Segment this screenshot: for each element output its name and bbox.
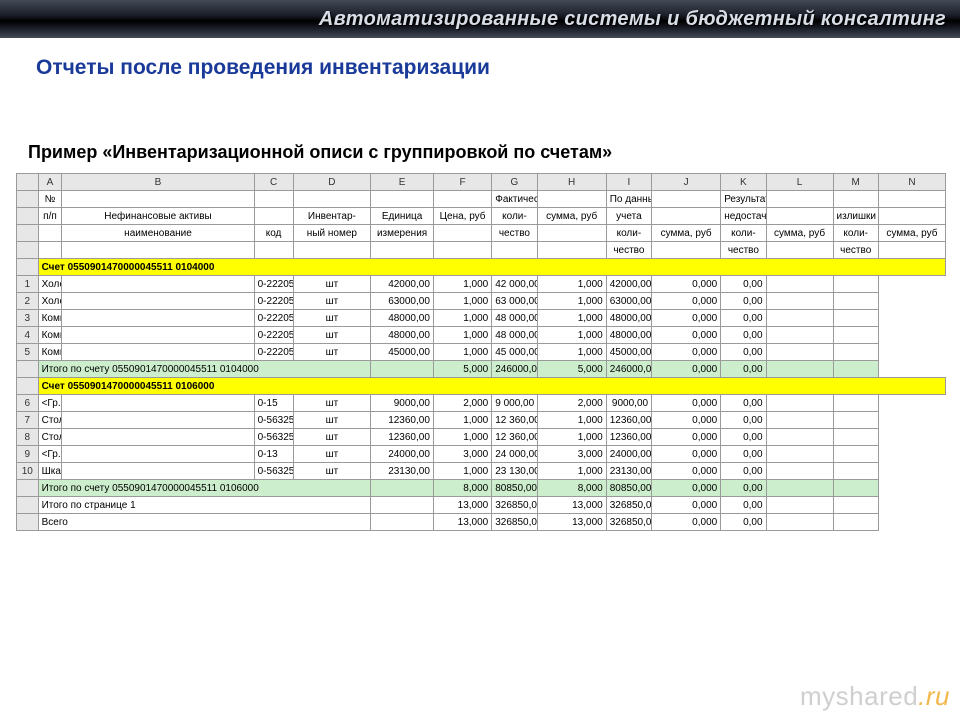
- watermark: myshared.ru: [800, 681, 950, 712]
- watermark-prefix: myshared: [800, 681, 918, 711]
- page-title: Отчеты после проведения инвентаризации: [36, 56, 960, 80]
- page-subtitle: Пример «Инвентаризационной описи с групп…: [28, 142, 960, 163]
- header-banner: Автоматизированные системы и бюджетный к…: [0, 0, 960, 38]
- watermark-suffix: .ru: [918, 681, 950, 711]
- spreadsheet: ABCDEFGHIJKLMN№Фактическое наличиеПо дан…: [16, 173, 946, 531]
- inventory-table: ABCDEFGHIJKLMN№Фактическое наличиеПо дан…: [16, 173, 946, 531]
